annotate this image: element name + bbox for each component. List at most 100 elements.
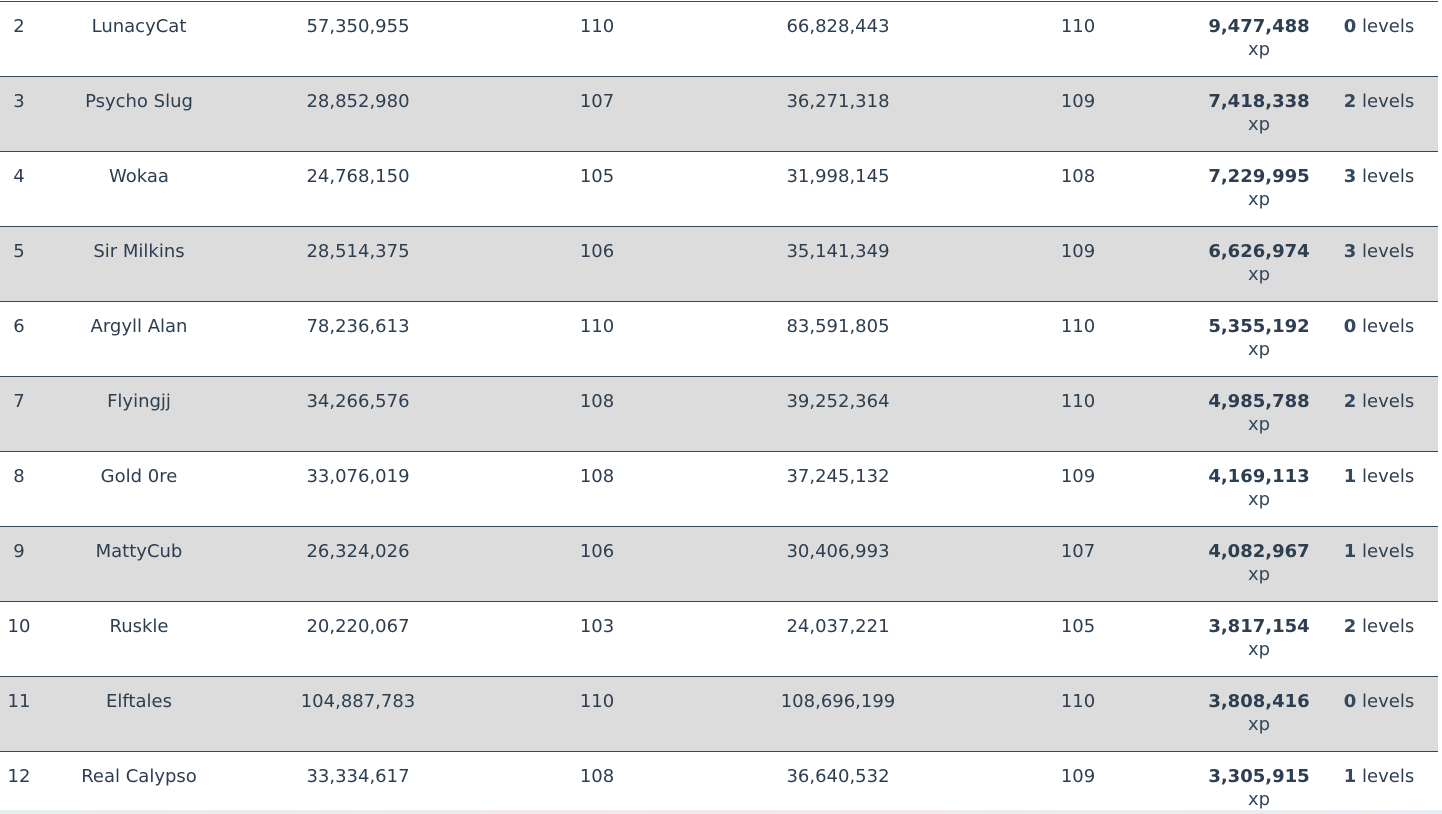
xp-gain-value: 3,808,416 — [1208, 691, 1310, 712]
player-name-cell[interactable]: MattyCub — [95, 541, 183, 562]
start-level-cell: 106 — [579, 541, 615, 562]
levels-gained-cell: 1 levels — [1320, 527, 1438, 602]
levels-gained-unit: levels — [1362, 391, 1415, 412]
start-xp-cell: 24,768,150 — [306, 166, 410, 187]
levels-gained-cell: 3 levels — [1320, 227, 1438, 302]
xp-gain-unit: xp — [1247, 339, 1271, 360]
levels-gained-cell: 0 levels — [1320, 677, 1438, 752]
xp-gain-value: 6,626,974 — [1208, 241, 1310, 262]
end-level-cell: 109 — [1060, 766, 1096, 787]
start-level-cell: 103 — [579, 616, 615, 637]
xp-gain-value: 7,418,338 — [1208, 91, 1310, 112]
xp-gain-value: 5,355,192 — [1208, 316, 1310, 337]
rank-cell: 4 — [13, 166, 25, 187]
player-name-cell[interactable]: LunacyCat — [91, 16, 187, 37]
start-xp-cell: 104,887,783 — [300, 691, 416, 712]
bottom-edge-strip — [0, 810, 1442, 814]
end-xp-cell: 36,640,532 — [786, 766, 890, 787]
table-row: 7 Flyingjj 34,266,576 108 39,252,364 110 4,985… — [0, 376, 1438, 452]
levels-gained-unit: levels — [1362, 241, 1415, 262]
end-xp-cell: 31,998,145 — [786, 166, 890, 187]
levels-gained-unit: levels — [1362, 541, 1415, 562]
rank-cell: 2 — [13, 16, 25, 37]
levels-gained-cell: 0 levels — [1320, 302, 1438, 377]
end-level-cell: 109 — [1060, 241, 1096, 262]
rank-cell: 8 — [13, 466, 25, 487]
levels-gained-value: 3 — [1343, 166, 1357, 187]
scrollbar-gutter[interactable] — [1438, 0, 1442, 814]
player-name-cell[interactable]: Elftales — [106, 691, 172, 712]
start-xp-cell: 33,334,617 — [306, 766, 410, 787]
table-row: 3 Psycho Slug 28,852,980 107 36,271,318 109 7,… — [0, 76, 1438, 152]
player-name-cell[interactable]: Real Calypso — [81, 766, 197, 787]
end-xp-cell: 36,271,318 — [786, 91, 890, 112]
end-xp-cell: 30,406,993 — [786, 541, 890, 562]
start-level-cell: 108 — [579, 466, 615, 487]
table-row: 4 Wokaa 24,768,150 105 31,998,145 108 7,229,99… — [0, 151, 1438, 227]
levels-gained-cell: 2 levels — [1320, 377, 1438, 452]
end-xp-cell: 108,696,199 — [780, 691, 896, 712]
player-name-cell[interactable]: Psycho Slug — [85, 91, 193, 112]
table-row: 2 LunacyCat 57,350,955 110 66,828,443 110 9,47… — [0, 1, 1438, 77]
rank-cell: 12 — [7, 766, 31, 787]
table-row: 8 Gold 0re 33,076,019 108 37,245,132 109 4,169… — [0, 451, 1438, 527]
levels-gained-unit: levels — [1362, 91, 1415, 112]
xp-gain-unit: xp — [1247, 114, 1271, 135]
xp-gain-cell: 4,169,113 xp — [1198, 452, 1320, 527]
xp-gain-cell: 3,808,416 xp — [1198, 677, 1320, 752]
levels-gained-value: 1 — [1343, 541, 1357, 562]
xp-gain-unit: xp — [1247, 414, 1271, 435]
player-name-cell[interactable]: Argyll Alan — [90, 316, 188, 337]
levels-gained-cell: 2 levels — [1320, 77, 1438, 152]
end-level-cell: 108 — [1060, 166, 1096, 187]
player-name-cell[interactable]: Wokaa — [109, 166, 169, 187]
xp-gain-cell: 7,418,338 xp — [1198, 77, 1320, 152]
start-level-cell: 110 — [579, 691, 615, 712]
levels-gained-value: 0 — [1343, 16, 1357, 37]
table-row: 11 Elftales 104,887,783 110 108,696,199 110 3,… — [0, 676, 1438, 752]
rank-cell: 7 — [13, 391, 25, 412]
xp-gain-cell: 9,477,488 xp — [1198, 2, 1320, 77]
start-level-cell: 105 — [579, 166, 615, 187]
levels-gained-unit: levels — [1362, 466, 1415, 487]
table-row: 6 Argyll Alan 78,236,613 110 83,591,805 110 5,… — [0, 301, 1438, 377]
levels-gained-unit: levels — [1362, 766, 1415, 787]
levels-gained-cell: 0 levels — [1320, 2, 1438, 77]
start-level-cell: 108 — [579, 766, 615, 787]
rank-cell: 9 — [13, 541, 25, 562]
end-level-cell: 110 — [1060, 316, 1096, 337]
xp-gain-cell: 6,626,974 xp — [1198, 227, 1320, 302]
levels-gained-cell: 3 levels — [1320, 152, 1438, 227]
levels-gained-unit: levels — [1362, 316, 1415, 337]
start-xp-cell: 57,350,955 — [306, 16, 410, 37]
table-row: 5 Sir Milkins 28,514,375 106 35,141,349 109 6,… — [0, 226, 1438, 302]
start-xp-cell: 34,266,576 — [306, 391, 410, 412]
rank-cell: 10 — [7, 616, 31, 637]
levels-gained-value: 3 — [1343, 241, 1357, 262]
end-level-cell: 110 — [1060, 16, 1096, 37]
end-xp-cell: 24,037,221 — [786, 616, 890, 637]
end-level-cell: 110 — [1060, 391, 1096, 412]
start-level-cell: 106 — [579, 241, 615, 262]
levels-gained-value: 0 — [1343, 691, 1357, 712]
xp-gain-cell: 7,229,995 xp — [1198, 152, 1320, 227]
player-name-cell[interactable]: Flyingjj — [107, 391, 171, 412]
end-xp-cell: 66,828,443 — [786, 16, 890, 37]
xp-gain-value: 4,082,967 — [1208, 541, 1310, 562]
levels-gained-value: 2 — [1343, 616, 1357, 637]
start-xp-cell: 78,236,613 — [306, 316, 410, 337]
start-level-cell: 110 — [579, 316, 615, 337]
player-name-cell[interactable]: Sir Milkins — [93, 241, 185, 262]
player-name-cell[interactable]: Ruskle — [109, 616, 169, 637]
xp-gain-cell: 5,355,192 xp — [1198, 302, 1320, 377]
xp-gain-unit: xp — [1247, 789, 1271, 810]
end-xp-cell: 37,245,132 — [786, 466, 890, 487]
xp-gain-cell: 4,082,967 xp — [1198, 527, 1320, 602]
xp-gain-unit: xp — [1247, 39, 1271, 60]
end-xp-cell: 83,591,805 — [786, 316, 890, 337]
start-xp-cell: 20,220,067 — [306, 616, 410, 637]
xp-gain-value: 4,169,113 — [1208, 466, 1310, 487]
player-name-cell[interactable]: Gold 0re — [100, 466, 178, 487]
